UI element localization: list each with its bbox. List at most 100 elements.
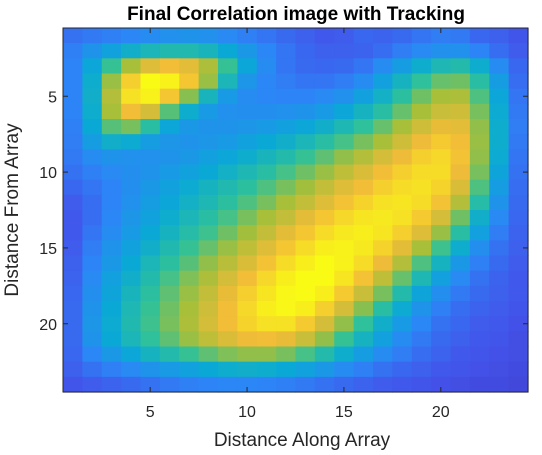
heatmap-cell — [431, 149, 451, 165]
heatmap-cell — [237, 165, 257, 181]
heatmap-cell — [315, 301, 335, 317]
heatmap-cell — [451, 119, 471, 135]
heatmap-cell — [179, 377, 199, 393]
heatmap-cell — [160, 286, 180, 302]
heatmap-cell — [373, 271, 393, 287]
heatmap-cell — [489, 104, 509, 120]
heatmap-cell — [412, 301, 432, 317]
heatmap-cell — [257, 28, 277, 44]
heatmap-cell — [431, 74, 451, 90]
heatmap-cell — [121, 165, 141, 181]
heatmap-cell — [489, 28, 509, 44]
heatmap-cell — [141, 195, 161, 211]
heatmap-cell — [296, 347, 316, 363]
y-tick-label: 5 — [48, 89, 57, 106]
x-tick-label: 10 — [238, 404, 256, 421]
x-tick-label: 15 — [335, 404, 353, 421]
heatmap-cell — [470, 74, 490, 90]
heatmap-cell — [102, 377, 122, 393]
heatmap-cell — [237, 89, 257, 105]
heatmap-cell — [334, 210, 354, 226]
heatmap-cell — [431, 165, 451, 181]
heatmap-cell — [276, 134, 296, 150]
heatmap-cell — [218, 195, 238, 211]
heatmap-cell — [412, 89, 432, 105]
heatmap-cell — [334, 165, 354, 181]
heatmap-cell — [354, 149, 374, 165]
heatmap-cell — [334, 104, 354, 120]
heatmap-cell — [392, 58, 412, 74]
heatmap-cell — [102, 210, 122, 226]
heatmap-cell — [102, 134, 122, 150]
heatmap-cell — [199, 301, 219, 317]
heatmap-cell — [257, 225, 277, 241]
heatmap-cell — [373, 316, 393, 332]
heatmap-cell — [470, 180, 490, 196]
heatmap-cell — [296, 149, 316, 165]
heatmap-cell — [121, 58, 141, 74]
heatmap-cell — [218, 28, 238, 44]
heatmap-cell — [218, 362, 238, 378]
heatmap-cell — [470, 240, 490, 256]
heatmap-cell — [334, 362, 354, 378]
heatmap-cell — [121, 286, 141, 302]
heatmap-cell — [276, 89, 296, 105]
heatmap-cell — [179, 225, 199, 241]
heatmap-cell — [276, 240, 296, 256]
heatmap-cell — [315, 149, 335, 165]
heatmap-cell — [82, 225, 102, 241]
heatmap-cell — [82, 377, 102, 393]
heatmap-cell — [470, 165, 490, 181]
heatmap-cell — [82, 180, 102, 196]
heatmap-cell — [315, 256, 335, 272]
heatmap-cell — [354, 377, 374, 393]
heatmap-cell — [296, 271, 316, 287]
heatmap-cell — [237, 149, 257, 165]
heatmap-cell — [141, 58, 161, 74]
heatmap-cell — [237, 286, 257, 302]
heatmap-cell — [315, 43, 335, 59]
heatmap-cell — [82, 256, 102, 272]
heatmap-cell — [296, 301, 316, 317]
heatmap-cell — [392, 28, 412, 44]
heatmap-cell — [160, 301, 180, 317]
heatmap-cell — [509, 256, 529, 272]
heatmap-cell — [451, 240, 471, 256]
heatmap-cell — [102, 28, 122, 44]
heatmap-cell — [334, 316, 354, 332]
heatmap-cell — [431, 362, 451, 378]
heatmap-cell — [121, 180, 141, 196]
heatmap-cell — [296, 225, 316, 241]
heatmap-cell — [276, 195, 296, 211]
heatmap-cell — [489, 286, 509, 302]
heatmap-cell — [218, 210, 238, 226]
heatmap-cell — [451, 43, 471, 59]
heatmap-cell — [489, 89, 509, 105]
heatmap-cell — [160, 331, 180, 347]
heatmap-cell — [237, 301, 257, 317]
heatmap-cell — [218, 149, 238, 165]
heatmap-cell — [451, 134, 471, 150]
heatmap-cell — [199, 89, 219, 105]
heatmap-cell — [373, 331, 393, 347]
heatmap-cell — [354, 347, 374, 363]
heatmap-cell — [412, 316, 432, 332]
heatmap-cell — [296, 331, 316, 347]
heatmap-cell — [296, 316, 316, 332]
heatmap-cell — [218, 271, 238, 287]
heatmap-cell — [276, 43, 296, 59]
heatmap-cell — [237, 316, 257, 332]
heatmap-cell — [102, 316, 122, 332]
heatmap-cell — [431, 58, 451, 74]
heatmap-cell — [276, 225, 296, 241]
y-axis-label: Distance From Array — [2, 123, 23, 297]
heatmap-cell — [354, 104, 374, 120]
heatmap-cell — [470, 210, 490, 226]
heatmap-cell — [412, 195, 432, 211]
heatmap-cell — [179, 180, 199, 196]
heatmap-cell — [257, 180, 277, 196]
heatmap-cell — [102, 271, 122, 287]
heatmap-cell — [315, 119, 335, 135]
heatmap-cell — [276, 119, 296, 135]
heatmap-cell — [257, 119, 277, 135]
